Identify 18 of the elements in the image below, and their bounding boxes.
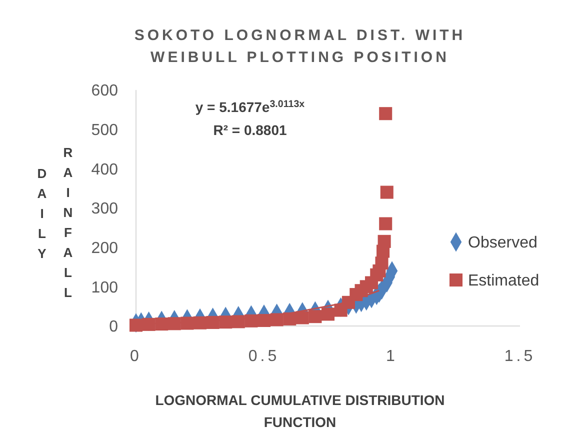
annotation: y = 5.1677e$^{3.0113x}$ [195, 98, 306, 115]
annotation: R² = 0.8801 [213, 122, 287, 138]
y-tick-label: 200 [91, 240, 118, 257]
x-axis-title: LOGNORMAL CUMULATIVE DISTRIBUTION FUNCTION [155, 392, 445, 430]
y-tick-label: 600 [91, 82, 118, 100]
x-tick-label: 1.5 [504, 348, 536, 365]
chart-title: SOKOTO LOGNORMAL DIST. WITH WEIBULL PLOTTING POSITION [134, 27, 466, 66]
legend-label: Estimated [468, 272, 540, 290]
x-tick-label: 1 [386, 348, 398, 365]
x-tick-label: 0.5 [248, 348, 280, 365]
x-tick-label: 0 [130, 348, 142, 365]
legend-label: Observed [468, 234, 538, 252]
y-tick-label: 0 [109, 318, 118, 336]
y-tick-label: 300 [91, 200, 118, 218]
y-axis-title: DAILY RAINFALL [34, 145, 76, 305]
y-tick-label: 100 [91, 279, 118, 296]
y-tick-label: 500 [91, 122, 118, 139]
y-tick-label: 400 [91, 161, 118, 178]
